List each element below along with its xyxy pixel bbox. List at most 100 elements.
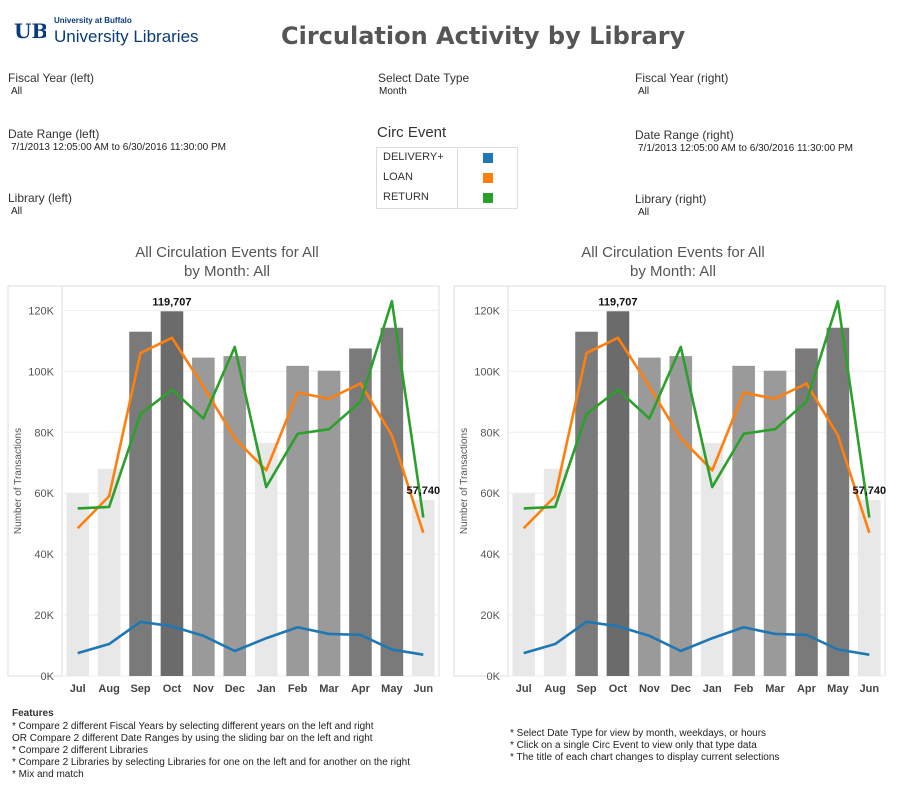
left-bar-jan bbox=[254, 442, 278, 676]
right-bar-apr bbox=[795, 348, 818, 676]
ub-logo-icon: UB bbox=[14, 20, 46, 42]
feature-line: * Mix and match bbox=[12, 769, 84, 780]
features-title: Features bbox=[12, 708, 54, 719]
legend: DELIVERY+ LOAN RETURN bbox=[376, 147, 518, 209]
left-line-return bbox=[77, 299, 425, 518]
date-range-left-label: Date Range (left) bbox=[8, 127, 100, 141]
date-range-right-label: Date Range (right) bbox=[635, 128, 734, 142]
left-bar-sep bbox=[129, 331, 152, 676]
left-bar-oct bbox=[160, 311, 184, 676]
right-chart-title-line2: by Month: All bbox=[630, 263, 716, 280]
svg-text:UB: UB bbox=[14, 20, 46, 42]
legend-swatch-delivery[interactable] bbox=[483, 153, 493, 163]
left-x-tick-label: Oct bbox=[163, 683, 182, 695]
right-x-tick-label: May bbox=[827, 683, 849, 695]
left-chart[interactable]: 0K 20K 40K 60K 80K 100K 120K Number of Transact… bbox=[0, 280, 446, 700]
legend-item-return[interactable]: RETURN bbox=[383, 191, 429, 203]
right-x-tick-label: Jun bbox=[860, 683, 880, 695]
date-type-label: Select Date Type bbox=[378, 71, 470, 85]
right-x-tick-label: Nov bbox=[639, 683, 661, 695]
left-bar-apr bbox=[349, 348, 372, 676]
left-bar-nov bbox=[192, 357, 215, 676]
feature-line: * Compare 2 different Libraries bbox=[12, 745, 148, 756]
left-bar-may bbox=[380, 327, 404, 676]
left-bar-dec bbox=[223, 356, 247, 676]
right-bar-jul bbox=[512, 493, 536, 676]
right-x-tick-label: Mar bbox=[765, 683, 785, 695]
left-x-tick-label: Aug bbox=[98, 683, 119, 695]
right-data-label: 119,707 bbox=[598, 296, 637, 308]
legend-swatch-return[interactable] bbox=[483, 193, 493, 203]
legend-item-loan[interactable]: LOAN bbox=[383, 171, 413, 183]
right-bar-mar bbox=[763, 370, 787, 676]
right-line-return bbox=[523, 299, 871, 518]
left-chart-title-line2: by Month: All bbox=[184, 263, 270, 280]
date-type-select[interactable]: Month bbox=[379, 86, 407, 97]
right-y-tick-label: 20K bbox=[480, 610, 500, 622]
page-title: Circulation Activity by Library bbox=[281, 22, 686, 50]
note-line: * Select Date Type for view by month, we… bbox=[510, 728, 767, 739]
library-left-label: Library (left) bbox=[8, 191, 73, 205]
legend-divider bbox=[457, 148, 458, 208]
right-chart-title: All Circulation Events for All by Month:… bbox=[526, 243, 820, 281]
right-y-tick-label: 40K bbox=[480, 549, 500, 561]
right-bar-dec bbox=[669, 356, 693, 676]
left-y-tick-label: 80K bbox=[34, 427, 54, 439]
feature-line: * Compare 2 different Fiscal Years by se… bbox=[12, 721, 374, 732]
right-y-tick-label: 120K bbox=[474, 305, 500, 317]
left-bar-jul bbox=[66, 493, 90, 676]
left-x-tick-label: Feb bbox=[288, 683, 308, 695]
left-x-tick-label: Jun bbox=[414, 683, 434, 695]
logo-library-name: University Libraries bbox=[54, 27, 199, 46]
left-y-axis-label: Number of Transactions bbox=[13, 428, 24, 534]
right-x-tick-label: Aug bbox=[544, 683, 565, 695]
right-bar-may bbox=[826, 327, 850, 676]
right-bar-nov bbox=[638, 357, 661, 676]
right-y-tick-label: 60K bbox=[480, 488, 500, 500]
logo-institution: University at Buffalo bbox=[54, 16, 132, 25]
fiscal-year-right-select[interactable]: All bbox=[638, 86, 650, 97]
right-bar-aug bbox=[543, 468, 567, 676]
left-x-tick-label: Apr bbox=[351, 683, 371, 695]
right-bar-sep bbox=[575, 331, 598, 676]
right-x-tick-label: Oct bbox=[609, 683, 628, 695]
left-y-tick-label: 100K bbox=[28, 366, 54, 378]
right-chart[interactable]: 0K 20K 40K 60K 80K 100K 120K Number of Transact… bbox=[446, 280, 892, 700]
left-line-delivery bbox=[77, 620, 424, 656]
right-bar-oct bbox=[606, 311, 630, 676]
right-bar-jan bbox=[700, 442, 724, 676]
right-y-tick-label: 80K bbox=[480, 427, 500, 439]
fiscal-year-left-select[interactable]: All bbox=[11, 86, 23, 97]
left-data-label: 119,707 bbox=[152, 296, 191, 308]
right-x-tick-label: Jan bbox=[703, 683, 722, 695]
right-y-tick-label: 0K bbox=[487, 671, 501, 683]
right-x-tick-label: Feb bbox=[734, 683, 754, 695]
right-data-label: 57,740 bbox=[852, 485, 886, 497]
right-x-tick-label: Dec bbox=[671, 683, 691, 695]
fiscal-year-right-label: Fiscal Year (right) bbox=[635, 71, 729, 85]
date-range-right-slider[interactable]: 7/1/2013 12:05:00 AM to 6/30/2016 11:30:… bbox=[638, 143, 853, 154]
fiscal-year-left-label: Fiscal Year (left) bbox=[8, 71, 95, 85]
right-y-tick-label: 100K bbox=[474, 366, 500, 378]
library-left-select[interactable]: All bbox=[11, 206, 23, 217]
left-x-tick-label: Jan bbox=[257, 683, 276, 695]
left-x-tick-label: Jul bbox=[70, 683, 86, 695]
right-x-tick-label: Sep bbox=[576, 683, 596, 695]
note-line: * Click on a single Circ Event to view o… bbox=[510, 740, 757, 751]
legend-item-delivery[interactable]: DELIVERY+ bbox=[383, 151, 444, 163]
left-x-tick-label: Dec bbox=[225, 683, 245, 695]
left-y-tick-label: 40K bbox=[34, 549, 54, 561]
right-line-loan bbox=[522, 336, 871, 534]
library-right-select[interactable]: All bbox=[638, 207, 650, 218]
left-y-tick-label: 0K bbox=[41, 671, 55, 683]
left-x-tick-label: Nov bbox=[193, 683, 215, 695]
left-bar-jun bbox=[411, 500, 435, 676]
feature-line: OR Compare 2 different Date Ranges by us… bbox=[12, 733, 373, 744]
left-chart-title: All Circulation Events for All by Month:… bbox=[80, 243, 374, 281]
feature-line: * Compare 2 Libraries by selecting Libra… bbox=[12, 757, 411, 768]
date-range-left-slider[interactable]: 7/1/2013 12:05:00 AM to 6/30/2016 11:30:… bbox=[11, 142, 226, 153]
left-line-loan bbox=[76, 336, 425, 534]
legend-swatch-loan[interactable] bbox=[483, 173, 493, 183]
features-list: * Compare 2 different Fiscal Years by se… bbox=[12, 721, 410, 781]
library-right-label: Library (right) bbox=[635, 192, 707, 206]
